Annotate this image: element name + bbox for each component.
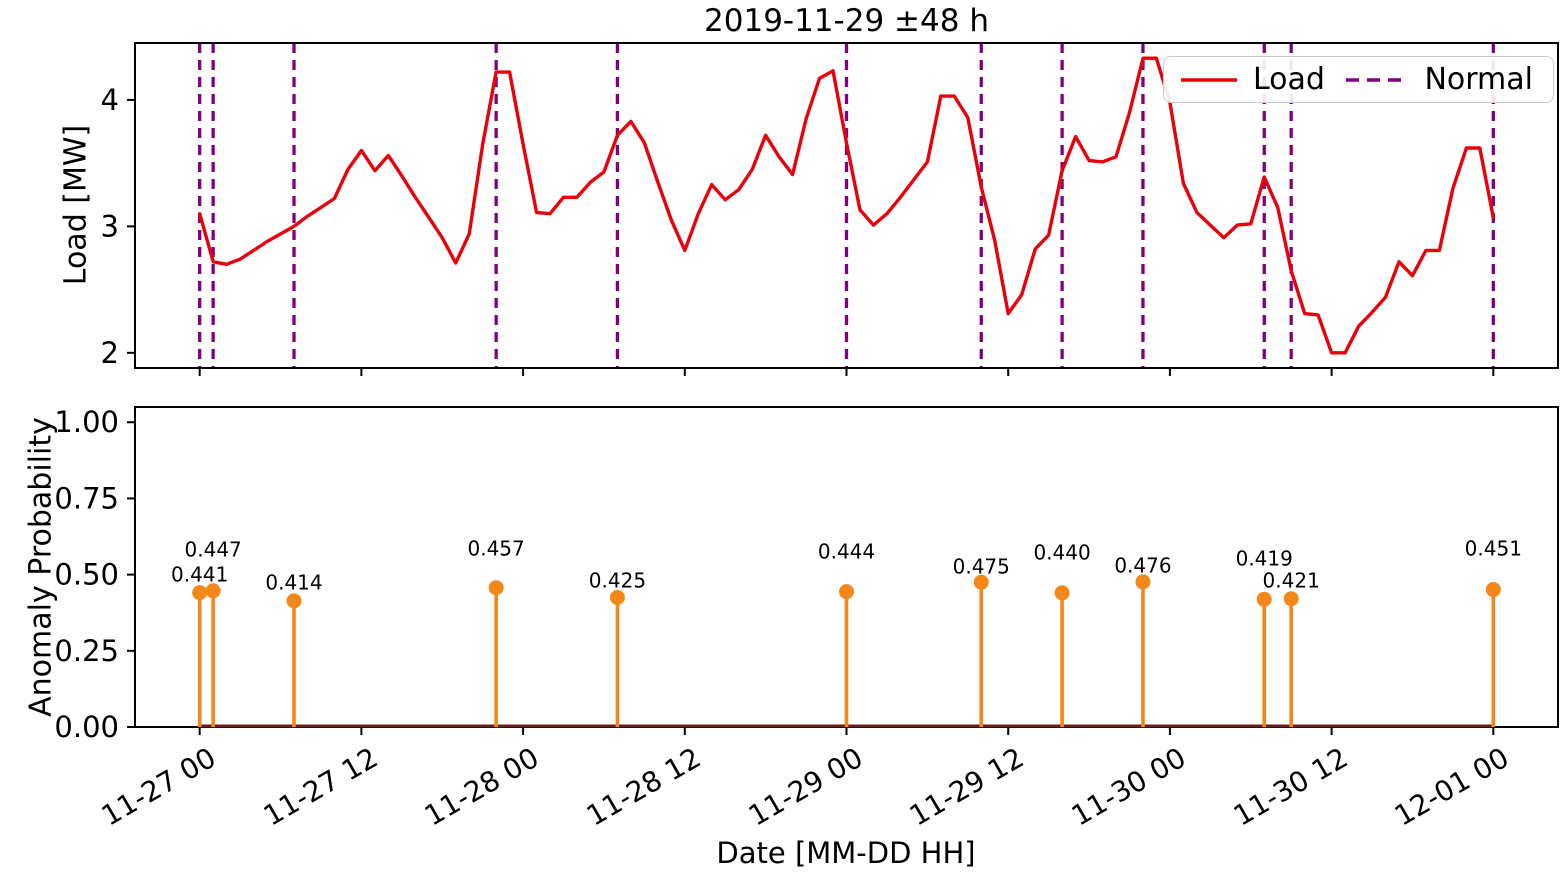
stem-marker [1054,585,1070,601]
legend-entry-load: Load [1180,62,1325,97]
stem-value-label: 0.419 [1236,546,1293,570]
load-line-sample-icon [1181,77,1237,82]
stem-value-label: 0.440 [1033,541,1090,565]
stem-value-label: 0.441 [171,563,228,587]
stem-value-label: 0.447 [185,538,242,562]
bottom-y-tick-label: 1.00 [54,405,119,439]
stem-value-label: 0.414 [265,571,322,595]
top-y-axis-label: Load [MW] [58,124,94,286]
bottom-y-tick-label: 0.75 [54,481,119,515]
stem-marker [488,580,504,596]
normal-line-sample-icon [1346,77,1409,82]
stem-value-label: 0.444 [818,539,875,563]
x-axis-label: Date [MM-DD HH] [716,836,976,870]
top-y-tick-label: 3 [101,209,119,243]
stem-value-label: 0.476 [1114,553,1171,577]
stem-value-label: 0.425 [589,569,646,593]
legend-normal-label: Normal [1424,62,1533,97]
stem-marker [205,583,221,599]
top-y-tick-label: 2 [101,336,119,370]
stem-marker [1283,591,1299,607]
stem-marker [1135,574,1151,590]
load-line [197,56,1496,355]
stem-marker [839,584,854,600]
stem-value-label: 0.451 [1465,536,1522,560]
stem-marker [192,585,208,601]
stem-marker [1256,591,1272,607]
top-y-tick-label: 4 [101,83,119,117]
figure-title: 2019-11-29 ±48 h [704,3,989,39]
stem-marker [609,589,625,605]
legend: Load Normal [1163,56,1554,103]
bottom-y-tick-label: 0.25 [54,634,119,668]
stem-marker [286,593,302,609]
legend-load-label: Load [1253,62,1325,97]
bottom-y-tick-label: 0.00 [54,710,119,744]
stem-value-label: 0.457 [468,536,525,560]
stem-value-label: 0.475 [953,555,1010,579]
bottom-y-axis-label: Anomaly Probability [23,417,59,717]
stem-marker [1485,582,1501,598]
stem-value-label: 0.421 [1263,569,1320,593]
legend-entry-normal: Normal [1345,62,1533,97]
stem-marker [973,574,989,590]
bottom-y-tick-label: 0.50 [54,558,119,592]
